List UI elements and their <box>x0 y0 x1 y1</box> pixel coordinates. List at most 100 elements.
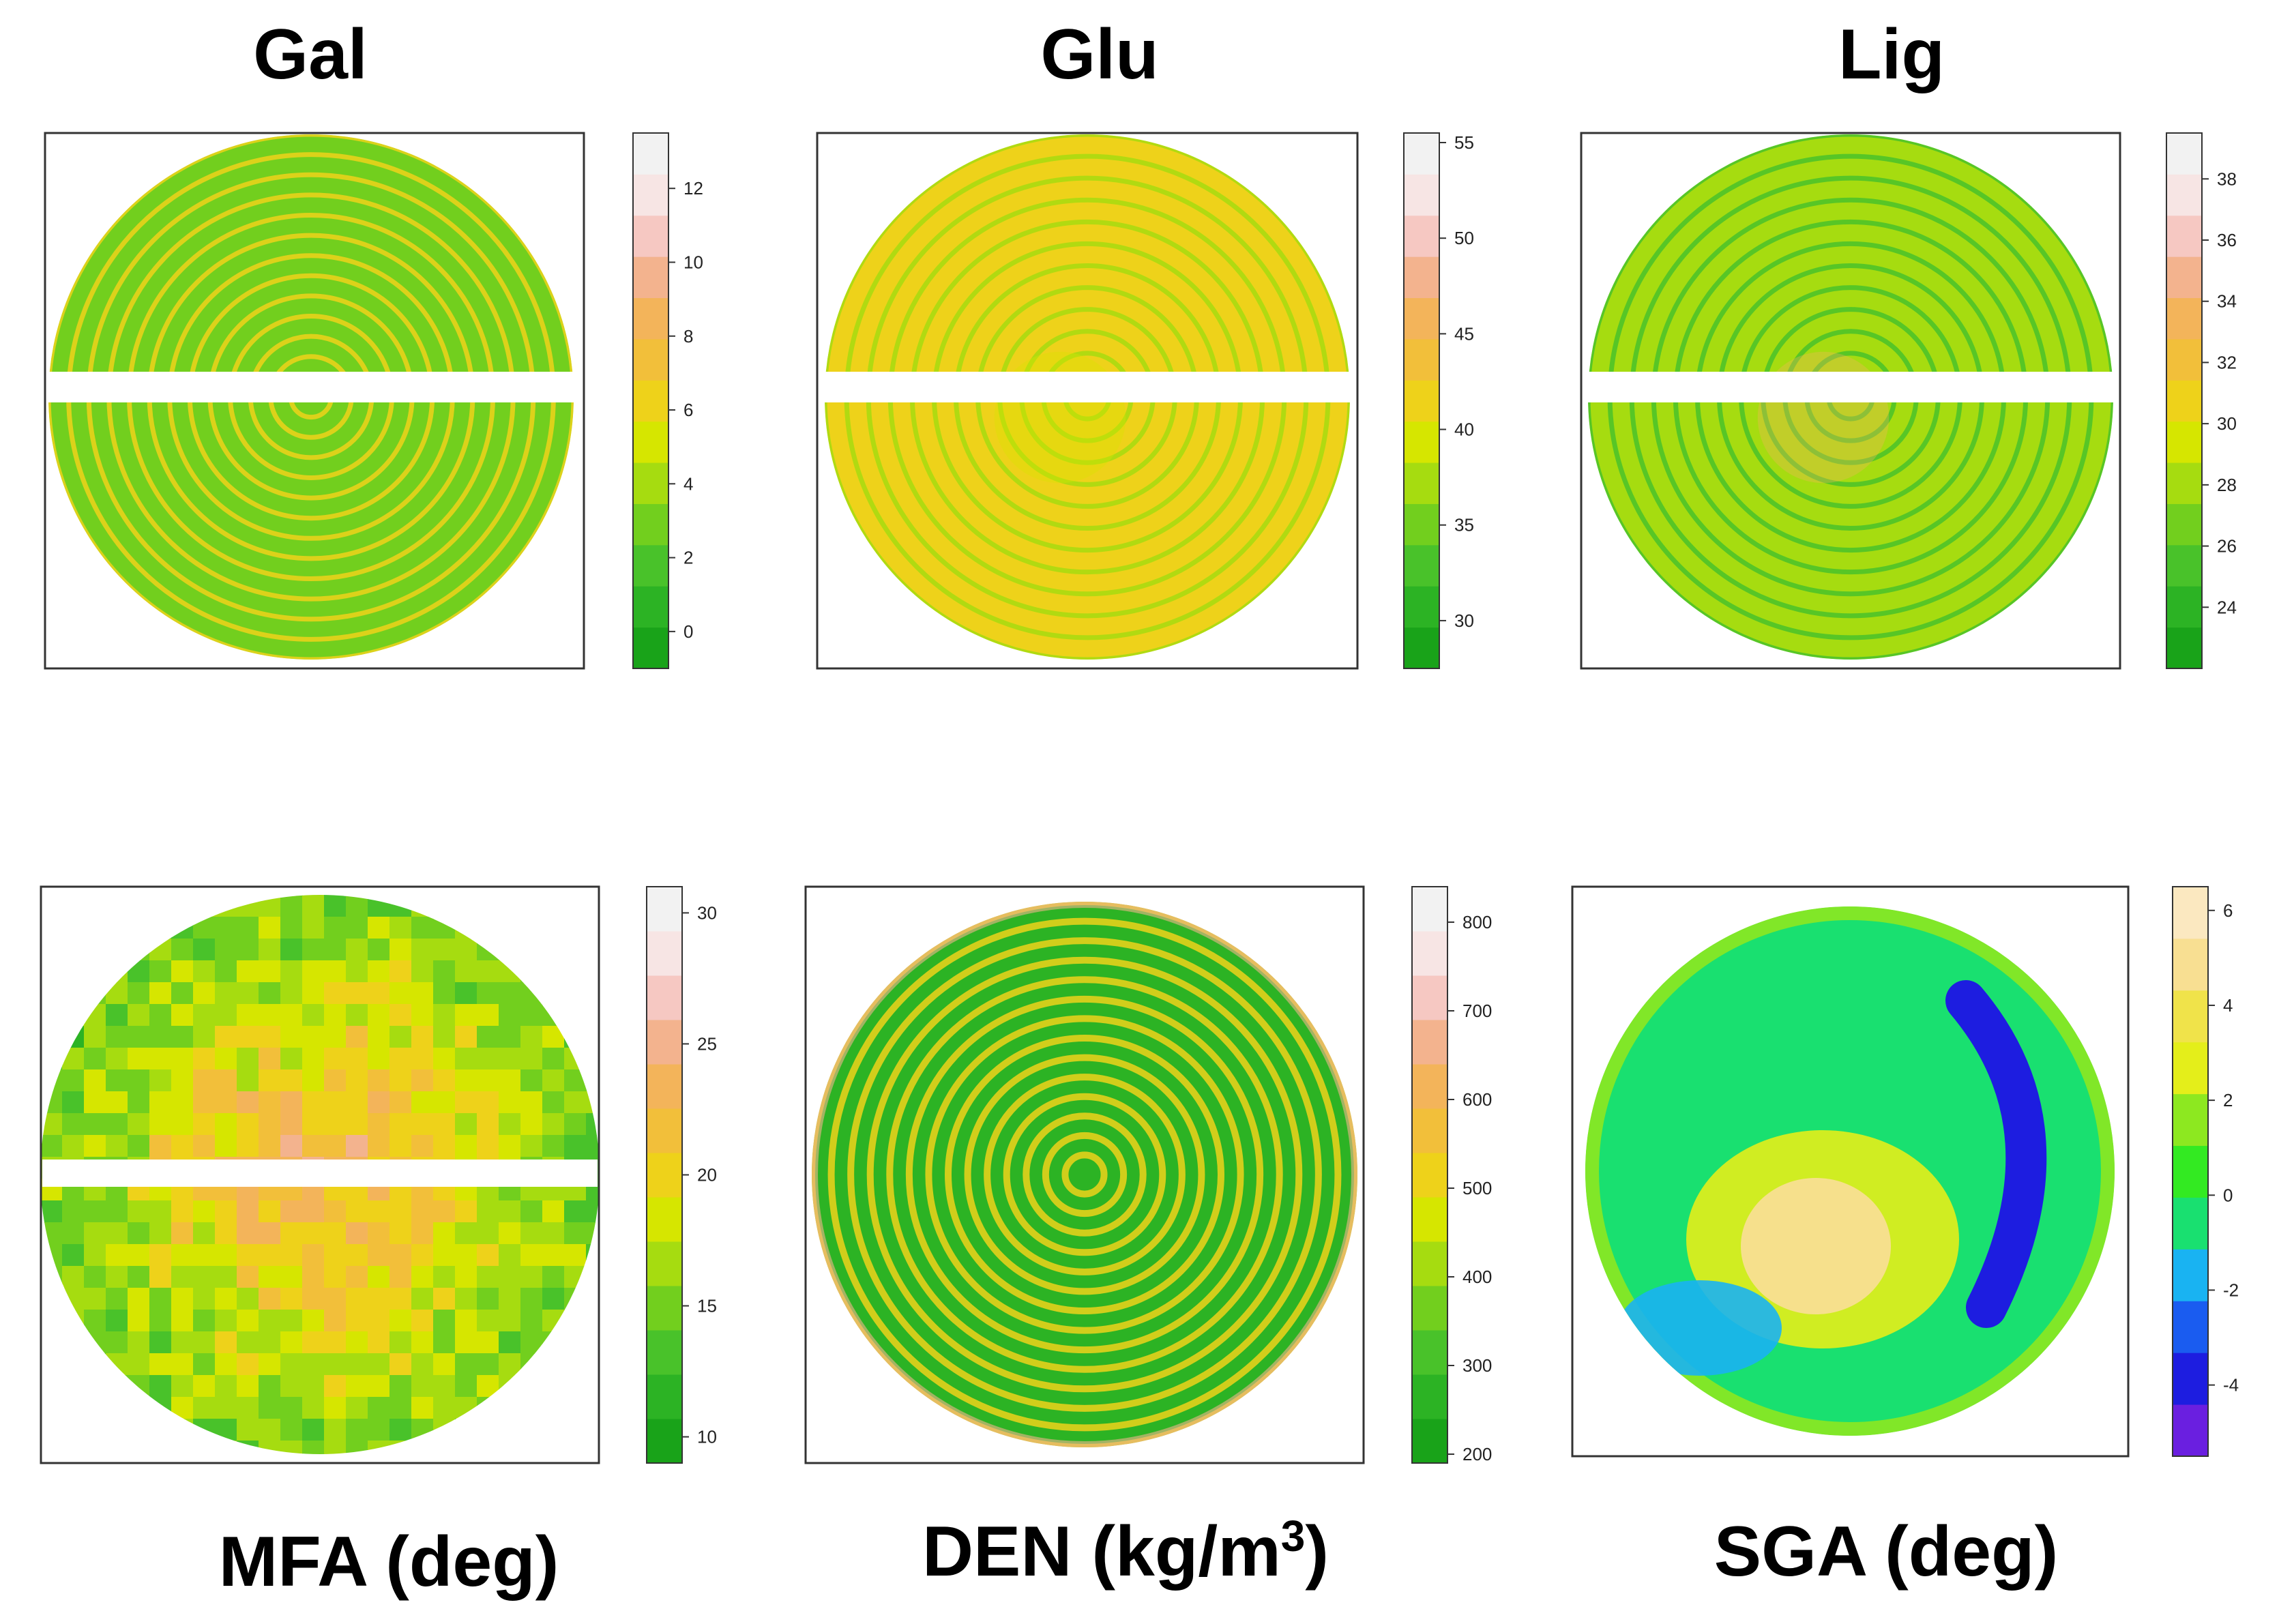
heatmap-cell <box>84 1200 106 1223</box>
heatmap-cell <box>520 1135 543 1157</box>
heatmap-cell <box>149 1004 172 1027</box>
heatmap-cell <box>302 1200 325 1223</box>
plot-frame-gal <box>44 132 585 670</box>
heatmap-cell <box>542 1135 565 1157</box>
heatmap-cell <box>237 917 259 939</box>
colorbar-tick-label: 26 <box>2217 536 2237 557</box>
heatmap-cell <box>499 1244 521 1267</box>
heatmap-cell <box>477 1004 499 1027</box>
heatmap-cell <box>149 917 172 939</box>
heatmap-cell <box>455 982 477 1005</box>
colorbar-swatch <box>2166 462 2202 504</box>
heatmap-cell <box>586 1331 600 1354</box>
heatmap-cell <box>280 960 303 983</box>
heatmap-cell <box>171 1113 194 1136</box>
colorbar-swatch <box>647 931 682 976</box>
heatmap-cell <box>237 1069 259 1092</box>
heatmap-cell <box>477 1026 499 1048</box>
heatmap-cell <box>368 1026 390 1048</box>
heatmap-cell <box>368 1310 390 1332</box>
heatmap-cell <box>193 1310 216 1332</box>
heatmap-cell <box>215 1069 237 1092</box>
heatmap-cell <box>128 1135 150 1157</box>
heatmap-cell <box>324 939 347 961</box>
heatmap-cell <box>586 1310 600 1332</box>
heatmap-cell <box>411 1441 434 1454</box>
heatmap-cell <box>324 1288 347 1310</box>
colorbar-swatch <box>1412 931 1447 976</box>
heatmap-cell <box>280 1288 303 1310</box>
colorbar-swatch <box>647 1419 682 1464</box>
panel-title-lig: Lig <box>1838 15 1945 94</box>
colorbar-tick-label: 15 <box>697 1296 717 1316</box>
heatmap-cell <box>564 1353 587 1376</box>
heatmap-cell <box>411 1331 434 1354</box>
heatmap-cell <box>346 1353 368 1376</box>
panel-title-den-close: ) <box>1305 1512 1329 1591</box>
heatmap-gap <box>1583 372 2119 402</box>
heatmap-cell <box>40 1200 63 1223</box>
heatmap-cell <box>433 1048 456 1070</box>
heatmap-cell <box>302 1419 325 1441</box>
heatmap-cell <box>215 1004 237 1027</box>
heatmap-cell <box>215 1113 237 1136</box>
heatmap-cell <box>149 1135 172 1157</box>
heatmap-cell <box>237 1419 259 1441</box>
heatmap-cell <box>411 1222 434 1245</box>
heatmap-cell <box>586 1069 600 1092</box>
heatmap-cell <box>171 1200 194 1223</box>
heatmap-cell <box>171 939 194 961</box>
heatmap-gap <box>46 372 583 402</box>
heatmap-cell <box>40 1244 63 1267</box>
heatmap-cell <box>368 1069 390 1092</box>
heatmap-cell <box>389 1135 412 1157</box>
heatmap-cell <box>520 1048 543 1070</box>
heatmap-cell <box>499 1091 521 1114</box>
heatmap-cell <box>237 1331 259 1354</box>
heatmap-cell <box>215 982 237 1005</box>
heatmap-cell <box>542 1288 565 1310</box>
colorbar-tick-label: 32 <box>2217 352 2237 372</box>
heatmap-ring <box>886 976 1283 1373</box>
heatmap-cell <box>302 1331 325 1354</box>
heatmap-cell <box>499 1026 521 1048</box>
heatmap-cell <box>477 960 499 983</box>
heatmap-cell <box>128 1266 150 1288</box>
panel-sga: -4 -2 0 2 4 6 SGA (deg) <box>1571 885 2239 1591</box>
heatmap-cell <box>40 1135 63 1157</box>
heatmap-cell <box>40 1091 63 1114</box>
heatmap-cell <box>477 1375 499 1398</box>
heatmap-cell <box>302 1244 325 1267</box>
heatmap-cell <box>564 1397 587 1419</box>
heatmap-cell <box>259 1266 281 1288</box>
heatmap-cell <box>259 1200 281 1223</box>
heatmap-cell <box>62 1069 85 1092</box>
heatmap-cell <box>302 1375 325 1398</box>
heatmap-cell <box>520 982 543 1005</box>
heatmap-cell <box>520 1266 543 1288</box>
heatmap-cell <box>324 1397 347 1419</box>
heatmap-cell <box>259 1004 281 1027</box>
heatmap-cell <box>149 1331 172 1354</box>
heatmap-cell <box>324 1331 347 1354</box>
heatmap-cell <box>280 1310 303 1332</box>
heatmap-cell <box>368 1266 390 1288</box>
heatmap-cell <box>477 1331 499 1354</box>
colorbar-tick-label: 40 <box>1454 419 1474 440</box>
colorbar-tick-label: 400 <box>1462 1267 1492 1287</box>
heatmap-cell <box>128 1331 150 1354</box>
heatmap-cell <box>520 895 543 917</box>
heatmap-cell <box>455 1441 477 1454</box>
colorbar-swatch <box>633 215 668 257</box>
heatmap-cell <box>171 1091 194 1114</box>
heatmap-cell <box>193 1004 216 1027</box>
heatmap-cell <box>520 1026 543 1048</box>
heatmap-cell <box>259 1113 281 1136</box>
heatmap-cell <box>520 1353 543 1376</box>
heatmap-cell <box>40 1113 63 1136</box>
heatmap-cell <box>215 1310 237 1332</box>
heatmap-cell <box>433 895 456 917</box>
heatmap-cell <box>280 1353 303 1376</box>
heatmap-cell <box>324 1069 347 1092</box>
heatmap-cell <box>433 1397 456 1419</box>
